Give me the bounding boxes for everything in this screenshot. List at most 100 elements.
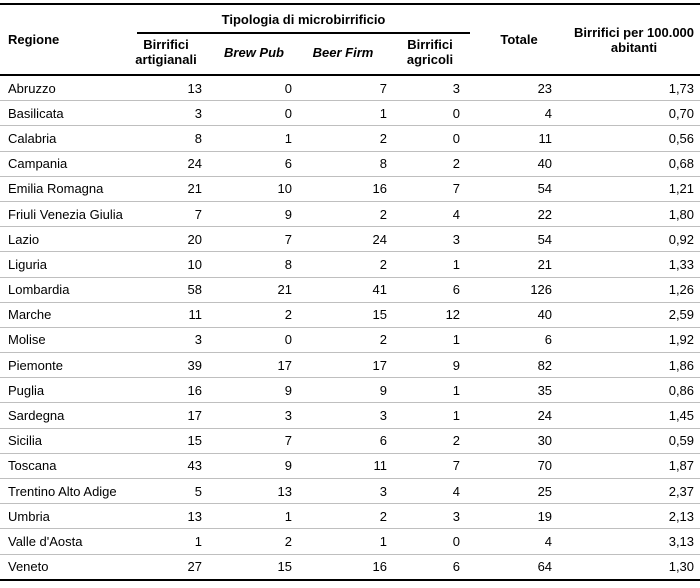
value-per-100000-abitanti: 1,33 (568, 251, 700, 278)
table-row: Abruzzo 13 0 7 3 23 1,73 (0, 75, 700, 102)
value-birrifici-agricoli: 1 (390, 402, 471, 429)
value-beer-firm: 16 (296, 554, 390, 581)
value-brew-pub: 0 (212, 75, 296, 102)
region-name-cell: Abruzzo (0, 75, 120, 102)
value-brew-pub: 7 (212, 226, 296, 253)
value-totale: 24 (470, 402, 569, 429)
table-row: Sicilia 15 7 6 2 30 0,59 (0, 428, 700, 454)
value-birrifici-artigianali: 16 (120, 377, 212, 404)
value-birrifici-artigianali: 39 (120, 352, 212, 379)
value-totale: 4 (470, 100, 569, 127)
value-birrifici-artigianali: 5 (120, 478, 212, 505)
region-name-cell: Liguria (0, 251, 120, 278)
value-brew-pub: 2 (212, 302, 296, 328)
column-group-label: Tipologia di microbirrificio (137, 5, 471, 34)
region-name-cell: Basilicata (0, 100, 120, 127)
value-birrifici-artigianali: 11 (120, 302, 212, 328)
column-group-header-tipologia: Tipologia di microbirrificio (120, 4, 471, 34)
value-beer-firm: 24 (296, 226, 390, 253)
value-beer-firm: 11 (296, 453, 390, 480)
value-birrifici-artigianali: 1 (120, 528, 212, 555)
value-per-100000-abitanti: 2,37 (568, 478, 700, 505)
value-birrifici-agricoli: 0 (390, 100, 471, 127)
value-birrifici-agricoli: 2 (390, 151, 471, 177)
value-beer-firm: 3 (296, 402, 390, 429)
value-beer-firm: 2 (296, 503, 390, 530)
totals-birrifici-agricoli: 72 (390, 578, 471, 588)
region-name-cell: Puglia (0, 377, 120, 404)
region-name-cell: Lombardia (0, 277, 120, 303)
totals-brew-pub: 140 (212, 578, 296, 588)
column-header-birrifici-artigianali: Birrifici artigianali (120, 34, 212, 76)
value-birrifici-artigianali: 13 (120, 503, 212, 530)
table-row: Calabria 8 1 2 0 11 0,56 (0, 125, 700, 152)
value-birrifici-artigianali: 21 (120, 176, 212, 202)
value-per-100000-abitanti: 1,80 (568, 201, 700, 228)
value-birrifici-agricoli: 2 (390, 428, 471, 454)
value-per-100000-abitanti: 1,86 (568, 352, 700, 379)
table-row: Lazio 20 7 24 3 54 0,92 (0, 226, 700, 253)
value-birrifici-agricoli: 3 (390, 226, 471, 253)
value-birrifici-agricoli: 0 (390, 528, 471, 555)
value-birrifici-agricoli: 3 (390, 503, 471, 530)
region-name-cell: Lazio (0, 226, 120, 253)
value-birrifici-agricoli: 4 (390, 201, 471, 228)
table-row: Puglia 16 9 9 1 35 0,86 (0, 377, 700, 404)
column-header-beer-firm: Beer Firm (296, 34, 390, 76)
value-beer-firm: 17 (296, 352, 390, 379)
value-per-100000-abitanti: 0,70 (568, 100, 700, 127)
value-beer-firm: 2 (296, 125, 390, 152)
region-name-cell: Valle d'Aosta (0, 528, 120, 555)
value-birrifici-agricoli: 1 (390, 251, 471, 278)
value-beer-firm: 41 (296, 277, 390, 303)
value-per-100000-abitanti: 1,26 (568, 277, 700, 303)
value-beer-firm: 7 (296, 75, 390, 102)
value-beer-firm: 16 (296, 176, 390, 202)
value-per-100000-abitanti: 2,13 (568, 503, 700, 530)
value-beer-firm: 1 (296, 100, 390, 127)
region-name-cell: Piemonte (0, 352, 120, 379)
value-birrifici-agricoli: 3 (390, 75, 471, 102)
table-footer: Totale 354 140 188 72 754 1,24 (0, 578, 700, 588)
table-row: Lombardia 58 21 41 6 126 1,26 (0, 277, 700, 303)
value-birrifici-artigianali: 8 (120, 125, 212, 152)
value-birrifici-agricoli: 12 (390, 302, 471, 328)
value-birrifici-agricoli: 1 (390, 327, 471, 354)
table-row: Molise 3 0 2 1 6 1,92 (0, 327, 700, 354)
value-birrifici-agricoli: 6 (390, 277, 471, 303)
value-birrifici-artigianali: 27 (120, 554, 212, 581)
region-name-cell: Trentino Alto Adige (0, 478, 120, 505)
region-name-cell: Marche (0, 302, 120, 328)
column-header-birrifici-agricoli: Birrifici agricoli (390, 34, 471, 76)
table-row: Sardegna 17 3 3 1 24 1,45 (0, 402, 700, 429)
value-brew-pub: 9 (212, 201, 296, 228)
value-brew-pub: 0 (212, 100, 296, 127)
value-brew-pub: 9 (212, 377, 296, 404)
value-birrifici-agricoli: 7 (390, 453, 471, 480)
region-name-cell: Calabria (0, 125, 120, 152)
region-name-cell: Friuli Venezia Giulia (0, 201, 123, 228)
totals-row: Totale 354 140 188 72 754 1,24 (0, 578, 700, 588)
value-birrifici-artigianali: 10 (120, 251, 212, 278)
value-per-100000-abitanti: 0,68 (568, 151, 700, 177)
value-birrifici-artigianali: 3 (120, 100, 212, 127)
table-row: Piemonte 39 17 17 9 82 1,86 (0, 352, 700, 379)
value-totale: 30 (470, 428, 569, 454)
value-totale: 64 (470, 554, 569, 581)
value-totale: 23 (470, 75, 569, 102)
value-beer-firm: 3 (296, 478, 390, 505)
value-beer-firm: 2 (296, 201, 390, 228)
value-birrifici-artigianali: 7 (120, 201, 212, 228)
value-beer-firm: 9 (296, 377, 390, 404)
value-birrifici-agricoli: 6 (390, 554, 471, 581)
region-name-cell: Umbria (0, 503, 120, 530)
region-name-cell: Sicilia (0, 428, 120, 454)
value-brew-pub: 8 (212, 251, 296, 278)
value-totale: 11 (470, 125, 569, 152)
column-header-brew-pub: Brew Pub (212, 34, 296, 76)
region-name-cell: Toscana (0, 453, 120, 480)
value-brew-pub: 13 (212, 478, 296, 505)
value-brew-pub: 2 (212, 528, 296, 555)
value-birrifici-agricoli: 7 (390, 176, 471, 202)
column-header-regione: Regione (0, 4, 120, 76)
